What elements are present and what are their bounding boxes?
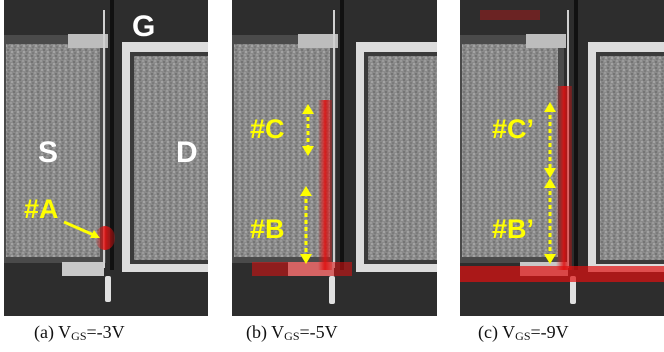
caption-b: (b) VGS=-5V: [246, 322, 338, 343]
spot-b-prime-label: #B’: [492, 214, 535, 244]
transistor-image-a: [4, 0, 208, 316]
micrograph-panel-c: #C’ #B’: [460, 0, 664, 316]
gate-label: G: [132, 10, 156, 43]
caption-a: (a) VGS=-3V: [34, 322, 125, 343]
caption-c: (c) VGS=-9V: [478, 322, 569, 343]
spot-b-label: #B: [250, 214, 285, 244]
drain-label: D: [176, 136, 198, 169]
micrograph-panel-b: #C #B: [232, 0, 437, 316]
transistor-image-b: [232, 0, 437, 316]
spot-a-label: #A: [24, 194, 59, 224]
transistor-image-c: [460, 0, 664, 316]
source-label: S: [38, 136, 59, 169]
spot-c-label: #C: [250, 114, 285, 144]
micrograph-panel-a: G S D #A: [4, 0, 208, 316]
spot-c-prime-label: #C’: [492, 114, 535, 144]
